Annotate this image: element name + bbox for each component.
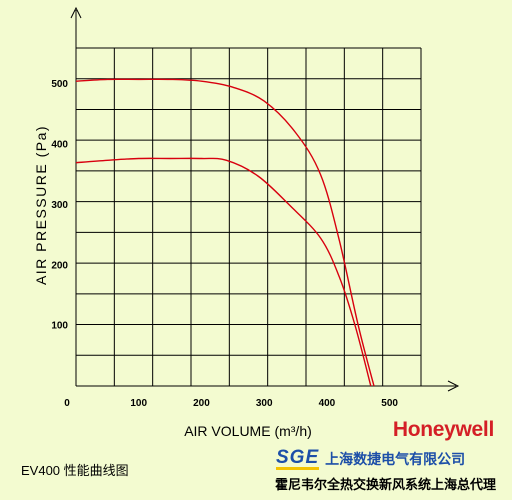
x-tick-label: 100 — [130, 398, 147, 409]
y-tick-label: 200 — [51, 260, 68, 271]
x-tick-label: 500 — [381, 398, 398, 409]
sge-logo: SGE — [276, 446, 320, 470]
y-axis-title: AIR PRESSURE (Pa) — [33, 125, 49, 285]
company-name: 上海数捷电气有限公司 — [325, 452, 466, 468]
curve-low-speed — [75, 157, 372, 387]
x-tick-label: 200 — [193, 398, 210, 409]
y-tick-label: 400 — [51, 140, 68, 151]
y-tick-label: 100 — [51, 321, 68, 332]
y-tick-label: 300 — [51, 200, 68, 211]
x-axis-title: AIR VOLUME (m³/h) — [184, 423, 312, 439]
y-tick-label: 500 — [51, 79, 68, 90]
curve-high-speed — [75, 78, 375, 387]
x-axis-arrow — [447, 380, 460, 392]
honeywell-logo: Honeywell — [392, 418, 494, 441]
performance-chart: 0 100 200 300 400 500 100 200 300 400 500 AIR VOL… — [33, 6, 460, 439]
distributor-tagline: 霍尼韦尔全热交换新风系统上海总代理 — [274, 478, 496, 493]
chart-grid — [75, 47, 422, 387]
y-axis-arrow — [70, 6, 82, 19]
y-tick-labels: 100 200 300 400 500 — [51, 79, 68, 331]
x-tick-label: 400 — [319, 398, 336, 409]
x-tick-label: 300 — [256, 398, 273, 409]
performance-curves — [75, 78, 375, 387]
chart-caption: EV400 性能曲线图 — [21, 463, 129, 478]
x-tick-labels: 0 100 200 300 400 500 — [64, 398, 398, 409]
x-tick-label: 0 — [64, 398, 70, 409]
company-banner: SGE 上海数捷电气有限公司 — [276, 448, 465, 470]
chart-axes — [70, 6, 460, 392]
